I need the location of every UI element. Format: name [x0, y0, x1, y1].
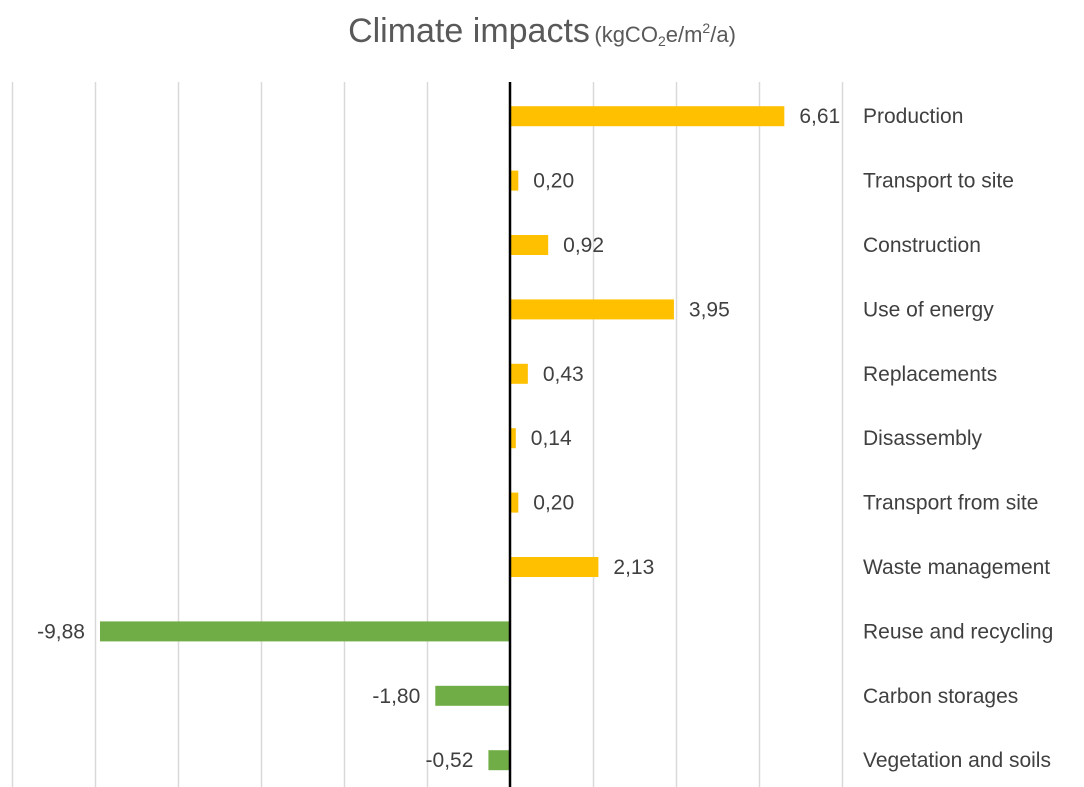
- value-labels: 6,61 0,20 0,92 3,95 0,43 0,14 0,20 2,13 -9,88 -1,…: [37, 105, 840, 772]
- category-label: Carbon storages: [863, 685, 1018, 708]
- bar: [510, 363, 528, 384]
- category-label: Vegetation and soils: [863, 749, 1051, 772]
- category-labels: Production Transport to site Construction U…: [863, 105, 1053, 772]
- value-label: 0,14: [531, 427, 572, 450]
- bar: [435, 685, 510, 706]
- category-label: Construction: [863, 234, 981, 257]
- bars: [99, 106, 785, 771]
- bar: [488, 750, 510, 771]
- value-label: 0,43: [543, 363, 584, 386]
- value-label: 0,20: [533, 492, 574, 515]
- category-label: Transport to site: [863, 170, 1014, 193]
- bar: [510, 557, 599, 577]
- value-label: -0,52: [426, 749, 474, 772]
- value-label: 0,92: [563, 234, 604, 257]
- value-label: 2,13: [613, 556, 654, 579]
- value-label: 0,20: [533, 170, 574, 193]
- value-label: 6,61: [799, 105, 840, 128]
- bar: [99, 621, 510, 642]
- category-label: Production: [863, 105, 963, 128]
- bar: [510, 492, 519, 513]
- category-label: Waste management: [863, 556, 1050, 579]
- category-label: Use of energy: [863, 298, 994, 321]
- value-label: -1,80: [372, 685, 420, 708]
- value-label: -9,88: [37, 620, 85, 643]
- category-label: Reuse and recycling: [863, 620, 1053, 643]
- bar: [510, 170, 519, 191]
- bar: [510, 428, 516, 449]
- chart-title: Climate impacts (kgCO2e/m2/a): [0, 12, 1084, 51]
- category-label: Transport from site: [863, 492, 1038, 515]
- category-label: Disassembly: [863, 427, 983, 450]
- chart-title-text: Climate impacts: [348, 12, 590, 50]
- bar: [510, 299, 674, 320]
- gridlines: [11, 82, 844, 787]
- category-label: Replacements: [863, 363, 997, 386]
- chart-unit: (kgCO2e/m2/a): [594, 20, 736, 49]
- bar: [510, 235, 549, 255]
- bar: [510, 106, 785, 127]
- value-label: 3,95: [689, 298, 730, 321]
